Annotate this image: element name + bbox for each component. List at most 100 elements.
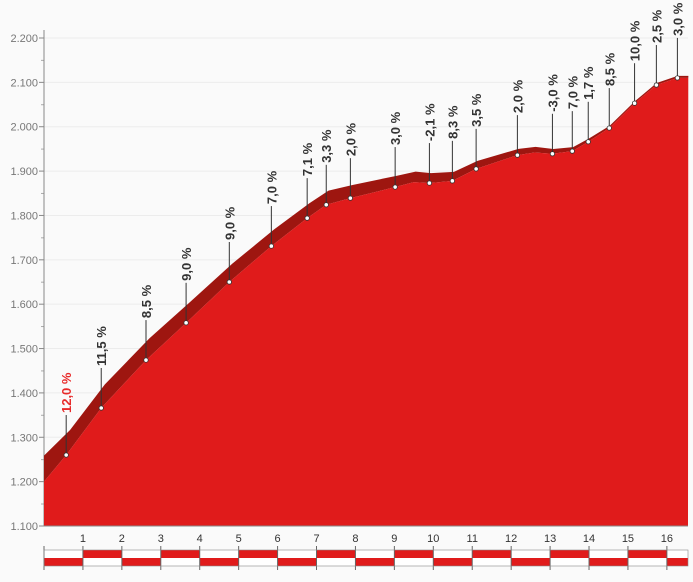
km-bar-bottom-segment	[627, 558, 667, 566]
gradient-label: 9,0 %	[179, 247, 194, 281]
x-tick-label: 11	[467, 533, 478, 545]
gradient-label: 3,0 %	[670, 2, 685, 36]
gradient-label: 9,0 %	[222, 206, 237, 240]
km-bar-top-segment	[666, 550, 688, 558]
y-tick-label: 1.900	[10, 166, 38, 178]
x-tick-label: 14	[583, 533, 595, 545]
km-bar-bottom-segment	[589, 558, 628, 566]
gradient-marker	[473, 166, 479, 172]
km-bar-top-segment	[550, 550, 590, 558]
gradient-marker	[392, 184, 398, 190]
km-bar-bottom-segment	[394, 558, 434, 566]
y-tick-label: 2.100	[10, 77, 38, 89]
y-tick-label: 1.100	[10, 521, 38, 533]
gradient-marker	[585, 139, 591, 145]
y-tick-label: 1.600	[10, 299, 38, 311]
y-tick-label: 1.800	[10, 210, 38, 222]
km-bar-top-segment	[394, 550, 434, 558]
profile-area	[44, 77, 689, 526]
gradient-marker	[98, 405, 104, 411]
gradient-label: -3,0 %	[545, 74, 560, 112]
gradient-label: 11,5 %	[94, 326, 109, 366]
gradient-marker	[143, 357, 149, 363]
gradient-label: 3,5 %	[469, 93, 484, 127]
gradient-label: 3,0 %	[388, 111, 403, 145]
gradient-marker	[549, 151, 556, 157]
km-bar-bottom-segment	[472, 558, 512, 566]
km-bar-bottom-segment	[550, 558, 590, 566]
gradient-marker	[569, 148, 575, 154]
gradient-label: 8,5 %	[602, 52, 617, 86]
km-bar-bottom-segment	[160, 558, 200, 566]
gradient-marker	[426, 180, 433, 186]
gradient-marker	[347, 195, 353, 201]
gradient-label: 10,0 %	[628, 20, 643, 61]
gradient-marker	[183, 320, 189, 326]
km-bar-top-segment	[238, 550, 278, 558]
km-bar-top-segment	[316, 550, 356, 558]
gradient-marker	[514, 152, 520, 158]
x-tick-label: 13	[544, 533, 556, 545]
gradient-marker	[653, 82, 659, 88]
x-tick-label: 2	[119, 533, 125, 545]
gradient-marker	[449, 178, 455, 184]
x-tick-label: 8	[352, 533, 358, 545]
x-tick-label: 7	[313, 533, 319, 545]
x-tick-label: 10	[427, 533, 439, 545]
km-bar-bottom-segment	[277, 558, 317, 566]
gradient-label: 2,0 %	[510, 79, 525, 113]
x-tick-label: 4	[197, 533, 203, 545]
gradient-label: 7,0 %	[264, 170, 279, 204]
km-bar-frame	[43, 549, 689, 567]
x-tick-label: 15	[622, 533, 634, 545]
gradient-label: 12,0 %	[59, 372, 74, 413]
gradient-marker	[631, 100, 638, 106]
gradient-label: -2,1 %	[422, 103, 437, 141]
x-tick-label: 1	[80, 533, 86, 545]
km-bar-top-segment	[433, 550, 473, 558]
km-bar-bottom-segment	[82, 558, 122, 566]
km-bar-top-segment	[199, 550, 239, 558]
gradient-label: 2,5 %	[649, 9, 664, 43]
gradient-marker	[323, 202, 329, 208]
x-tick-label: 5	[236, 533, 242, 545]
y-tick-label: 1.400	[10, 388, 38, 400]
km-bar-top-segment	[627, 550, 667, 558]
km-bar-top-segment	[589, 550, 628, 558]
km-bar-top-segment	[160, 550, 200, 558]
gradient-label: 7,1 %	[300, 142, 315, 176]
km-bar-top-segment	[472, 550, 512, 558]
y-tick-label: 2.000	[10, 122, 38, 134]
y-tick-label: 1.300	[10, 432, 38, 444]
gradient-marker	[674, 75, 680, 81]
x-tick-label: 9	[391, 533, 397, 545]
y-tick-label: 1.500	[10, 344, 38, 356]
gradient-label: 7,0 %	[565, 75, 580, 109]
gradient-label: 3,3 %	[319, 129, 334, 163]
gradient-marker	[304, 215, 310, 221]
gradient-label: 1,7 %	[581, 66, 596, 100]
y-tick-label: 1.700	[10, 255, 38, 267]
y-tick-label: 1.200	[10, 477, 38, 489]
km-bar-bottom-segment	[44, 558, 83, 566]
x-tick-label: 6	[275, 533, 281, 545]
x-tick-label: 12	[505, 533, 517, 545]
y-tick-label: 2.200	[10, 33, 38, 45]
gradient-marker	[606, 125, 612, 131]
km-bar-top-segment	[44, 550, 83, 558]
km-bar-top-segment	[277, 550, 317, 558]
km-bar-bottom-segment	[355, 558, 395, 566]
km-bar-bottom-segment	[199, 558, 239, 566]
km-bar-top-segment	[82, 550, 122, 558]
km-bar-bottom-segment	[511, 558, 551, 566]
gradient-label: 2,0 %	[343, 122, 358, 156]
km-bar-bottom-segment	[238, 558, 278, 566]
km-bar-top-segment	[355, 550, 395, 558]
km-bar-bottom-segment	[316, 558, 356, 566]
gradient-label: 8,5 %	[139, 284, 154, 318]
x-tick-label: 3	[158, 533, 164, 545]
km-bar-bottom-segment	[433, 558, 473, 566]
km-bar-bottom-segment	[666, 558, 688, 566]
